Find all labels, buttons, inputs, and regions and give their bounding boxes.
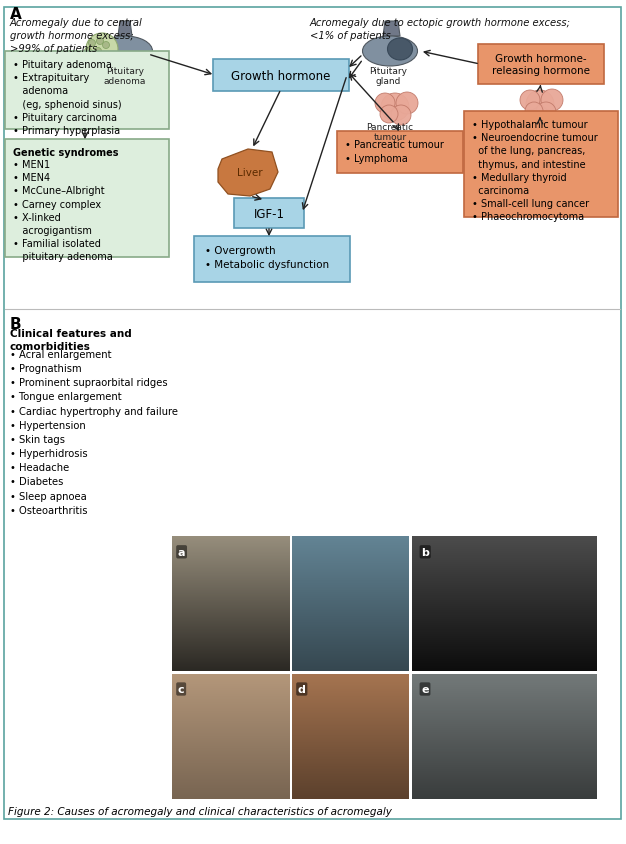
- FancyBboxPatch shape: [4, 8, 621, 819]
- Circle shape: [396, 93, 418, 115]
- Polygon shape: [383, 22, 400, 37]
- FancyBboxPatch shape: [234, 199, 304, 229]
- Text: c: c: [178, 684, 185, 694]
- Circle shape: [86, 34, 118, 66]
- Text: Acromegaly due to ectopic growth hormone excess;
<1% of patients: Acromegaly due to ectopic growth hormone…: [310, 18, 571, 41]
- FancyBboxPatch shape: [5, 140, 169, 257]
- Circle shape: [526, 91, 554, 119]
- FancyBboxPatch shape: [194, 236, 350, 283]
- Text: A: A: [10, 7, 22, 22]
- Text: • Overgrowth
• Metabolic dysfunction: • Overgrowth • Metabolic dysfunction: [205, 246, 329, 270]
- Circle shape: [520, 91, 540, 111]
- Text: d: d: [298, 684, 305, 694]
- Circle shape: [375, 94, 395, 114]
- Polygon shape: [118, 22, 132, 37]
- Text: Pituitary
gland: Pituitary gland: [369, 67, 407, 86]
- Circle shape: [85, 48, 91, 56]
- Ellipse shape: [362, 37, 418, 67]
- Text: • Acral enlargement
• Prognathism
• Prominent supraorbital ridges
• Tongue enlar: • Acral enlargement • Prognathism • Prom…: [10, 349, 178, 515]
- Circle shape: [380, 106, 398, 124]
- FancyBboxPatch shape: [213, 60, 349, 92]
- Text: • Hypothalamic tumour
• Neuroendocrine tumour
  of the lung, pancreas,
  thymus,: • Hypothalamic tumour • Neuroendocrine t…: [472, 120, 598, 222]
- Circle shape: [96, 39, 103, 46]
- Text: • Pancreatic tumour
• Lymphoma: • Pancreatic tumour • Lymphoma: [345, 140, 444, 164]
- Text: Figure 2: Causes of acromegaly and clinical characteristics of acromegaly: Figure 2: Causes of acromegaly and clini…: [8, 806, 392, 816]
- Text: • Pituitary adenoma
• Extrapituitary
   adenoma
   (eg, sphenoid sinus)
• Pituit: • Pituitary adenoma • Extrapituitary ade…: [13, 60, 121, 136]
- Text: Liver: Liver: [237, 168, 263, 178]
- Circle shape: [536, 103, 556, 123]
- FancyBboxPatch shape: [478, 45, 604, 85]
- FancyBboxPatch shape: [5, 52, 169, 130]
- Text: B: B: [10, 316, 22, 332]
- Text: Pituitary
adenoma: Pituitary adenoma: [104, 67, 146, 86]
- Text: Genetic syndromes: Genetic syndromes: [13, 148, 118, 158]
- Ellipse shape: [98, 37, 153, 67]
- Text: IGF-1: IGF-1: [254, 208, 284, 220]
- Text: Clinical features and
comorbidities: Clinical features and comorbidities: [10, 328, 131, 351]
- Circle shape: [525, 103, 543, 121]
- Text: a: a: [178, 547, 185, 557]
- Text: • MEN1
• MEN4
• McCune–Albright
• Carney complex
• X-linked
   acrogigantism
• F: • MEN1 • MEN4 • McCune–Albright • Carney…: [13, 160, 113, 262]
- FancyBboxPatch shape: [337, 132, 463, 174]
- Circle shape: [88, 41, 96, 47]
- Circle shape: [95, 48, 101, 56]
- Ellipse shape: [387, 39, 413, 61]
- Text: Growth hormone: Growth hormone: [232, 69, 331, 83]
- Circle shape: [103, 42, 110, 50]
- Text: Pancreatic
tumour: Pancreatic tumour: [366, 123, 414, 143]
- Text: Acromegaly due to central
growth hormone excess;
>99% of patients: Acromegaly due to central growth hormone…: [10, 18, 143, 53]
- Text: e: e: [421, 684, 429, 694]
- Text: b: b: [421, 547, 429, 557]
- Circle shape: [381, 94, 409, 122]
- Text: Growth hormone-
releasing hormone: Growth hormone- releasing hormone: [492, 54, 590, 76]
- Circle shape: [541, 90, 563, 112]
- Circle shape: [391, 106, 411, 126]
- Polygon shape: [218, 150, 278, 197]
- FancyBboxPatch shape: [464, 112, 618, 218]
